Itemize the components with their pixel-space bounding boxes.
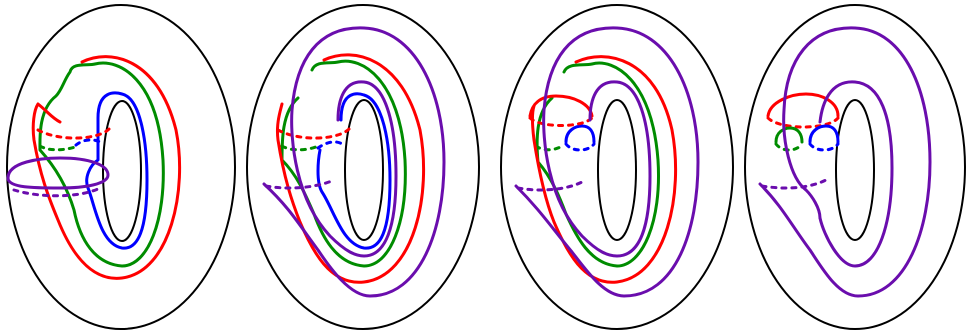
torus-outer-boundary xyxy=(6,4,236,330)
blue-dotted-arc xyxy=(808,142,840,152)
purple-dotted-arc xyxy=(760,178,828,190)
blue-curve xyxy=(85,91,149,250)
torus-inner-hole xyxy=(344,99,384,241)
red-curve xyxy=(276,53,426,284)
blue-dotted-arc xyxy=(316,140,344,150)
purple-curve xyxy=(6,156,110,190)
green-dotted-arc xyxy=(38,144,80,152)
red-curve xyxy=(766,92,840,118)
panel-2 xyxy=(246,4,480,330)
torus-inner-hole xyxy=(835,99,875,241)
red-curve xyxy=(31,55,182,280)
panel-1 xyxy=(6,4,236,330)
purple-dotted-arc xyxy=(12,186,102,198)
green-dotted-arc xyxy=(280,144,320,152)
purple-curve xyxy=(758,26,932,298)
red-dotted-arc xyxy=(36,126,112,140)
torus-inner-hole xyxy=(102,100,142,242)
purple-dotted-arc xyxy=(516,180,584,192)
blue-curve xyxy=(564,124,596,144)
green-curve xyxy=(774,126,804,144)
blue-dotted-arc xyxy=(74,138,102,147)
torus-outer-boundary xyxy=(500,4,734,330)
blue-curve xyxy=(316,92,392,250)
panel-4 xyxy=(744,4,966,330)
blue-dotted-arc xyxy=(564,142,596,152)
torus-inner-hole xyxy=(597,99,637,241)
red-curve-outer xyxy=(531,55,678,284)
purple-curve xyxy=(262,26,446,298)
torus-outer-boundary xyxy=(744,4,966,330)
green-dotted-arc xyxy=(774,142,804,152)
torus-outer-boundary xyxy=(246,4,480,330)
red-dotted-arc xyxy=(766,116,840,129)
blue-curve xyxy=(808,124,840,144)
purple-curve-inner xyxy=(818,80,894,268)
red-dotted-arc xyxy=(276,126,352,140)
panel-3 xyxy=(500,4,734,330)
purple-curve xyxy=(514,26,700,298)
green-dotted-arc xyxy=(534,144,564,152)
green-curve xyxy=(38,61,165,268)
red-curve xyxy=(528,94,594,118)
purple-dotted-arc xyxy=(264,178,336,190)
